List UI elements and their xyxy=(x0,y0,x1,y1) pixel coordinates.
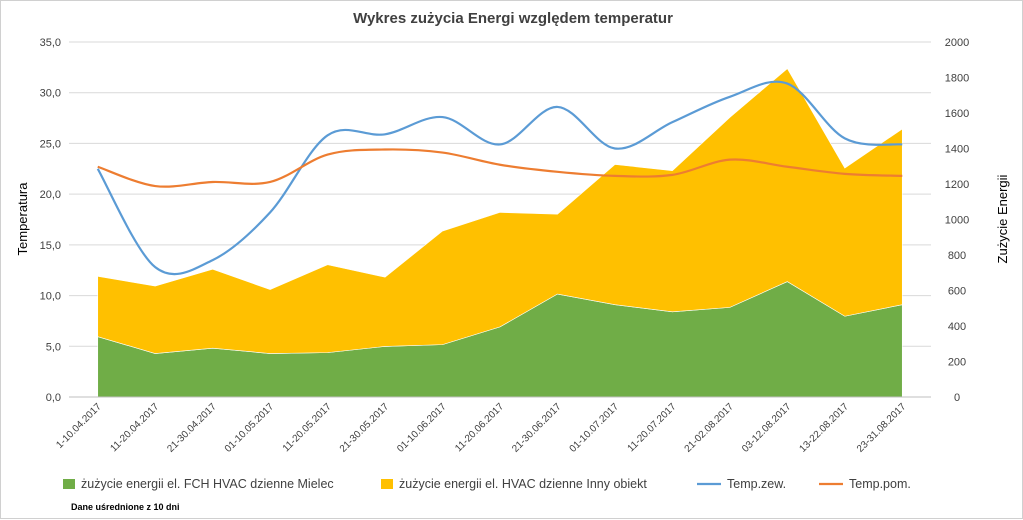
footnote: Dane uśrednione z 10 dni xyxy=(71,502,180,512)
legend-label: Temp.pom. xyxy=(849,477,911,491)
x-tick-label: 13-22.08.2017 xyxy=(798,401,852,455)
area-FFC000 xyxy=(97,68,903,354)
y-right-tick-label: 1800 xyxy=(945,73,969,85)
y-left-tick-label: 25,0 xyxy=(40,138,61,150)
x-tick-label: 11-20.05.2017 xyxy=(281,401,334,454)
line-tempzew xyxy=(96,80,903,276)
x-tick-label: 03-12.08.2017 xyxy=(740,401,794,455)
x-tick-label: 11-20.07.2017 xyxy=(626,401,679,454)
y-left-tick-label: 5,0 xyxy=(46,341,61,353)
y-left-tick-label: 0,0 xyxy=(46,392,61,404)
y-left-tick-label: 35,0 xyxy=(40,37,61,49)
y-right-tick-label: 800 xyxy=(948,250,966,262)
x-tick-label: 01-10.06.2017 xyxy=(395,401,449,455)
y-right-tick-label: 200 xyxy=(948,357,966,369)
area-series xyxy=(97,68,903,398)
x-tick-label: 23-31.08.2017 xyxy=(855,401,909,455)
x-tick-label: 01-10.07.2017 xyxy=(568,401,622,455)
y-right-tick-label: 1200 xyxy=(945,179,969,191)
y-left-tick-label: 15,0 xyxy=(40,240,61,252)
x-tick-label: 1-10.04.2017 xyxy=(54,401,104,451)
line-temppom xyxy=(97,148,903,188)
y-right-tick-label: 1400 xyxy=(945,144,969,156)
chart-title: Wykres zużycia Energi względem temperatu… xyxy=(353,10,673,27)
legend-label: Temp.zew. xyxy=(727,477,786,491)
x-tick-label: 21-02.08.2017 xyxy=(683,401,737,455)
legend-label: żużycie energii el. HVAC dzienne Inny ob… xyxy=(399,477,647,491)
x-tick-label: 21-30.06.2017 xyxy=(510,401,564,455)
x-tick-label: 11-20.06.2017 xyxy=(453,401,506,454)
y-right-tick-label: 600 xyxy=(948,286,966,298)
x-tick-label: 21-30.04.2017 xyxy=(165,401,219,455)
y-right-tick-label: 1600 xyxy=(945,108,969,120)
y-right-tick-label: 1000 xyxy=(945,215,969,227)
x-tick-label: 11-20.04.2017 xyxy=(108,401,161,454)
y-axis-right-label: Zużycie Energii xyxy=(995,174,1010,263)
y-right-tick-label: 2000 xyxy=(945,37,969,49)
y-left-tick-label: 30,0 xyxy=(40,88,61,100)
legend-swatch xyxy=(381,479,393,489)
y-axis-left-label: Temperatura xyxy=(15,182,30,256)
line-series xyxy=(96,80,903,276)
legend-label: żużycie energii el. FCH HVAC dzienne Mie… xyxy=(81,477,334,491)
legend-swatch xyxy=(63,479,75,489)
x-tick-label: 21-30.05.2017 xyxy=(338,401,392,455)
x-tick-label: 01-10.05.2017 xyxy=(223,401,277,455)
y-left-tick-label: 10,0 xyxy=(40,291,61,303)
y-left-tick-label: 20,0 xyxy=(40,189,61,201)
legend: żużycie energii el. FCH HVAC dzienne Mie… xyxy=(63,477,911,491)
y-right-tick-label: 400 xyxy=(948,321,966,333)
y-right-tick-label: 0 xyxy=(954,392,960,404)
